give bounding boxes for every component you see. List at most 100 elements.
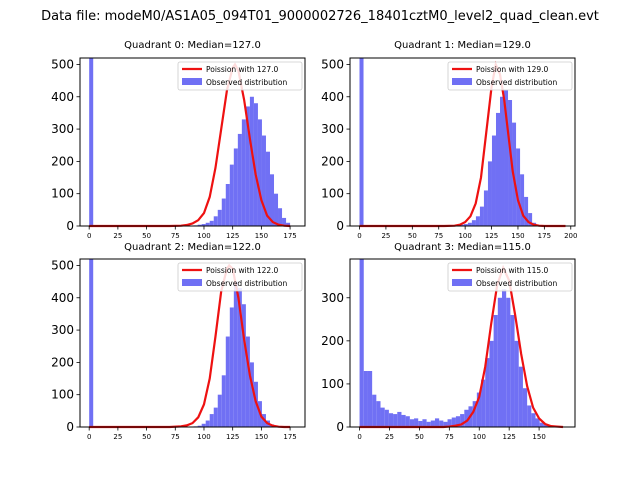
x-tick-label: 75 [171, 232, 180, 240]
legend-hist-swatch [182, 78, 202, 85]
histogram-bar [514, 340, 519, 427]
figure-title: Data file: modeM0/AS1A05_094T01_90000027… [41, 9, 599, 24]
x-tick-label: 100 [458, 232, 471, 240]
histogram-bar [359, 259, 364, 427]
x-tick-label: 150 [511, 232, 524, 240]
x-tick-label: 0 [357, 433, 361, 441]
x-tick-label: 175 [283, 433, 296, 441]
histogram-bar [527, 405, 532, 427]
histogram-bar [464, 409, 469, 427]
histogram-bar [278, 208, 283, 226]
y-tick-label: 100 [51, 187, 74, 201]
x-tick-label: 75 [171, 433, 180, 441]
histogram-bar [201, 423, 206, 427]
quadrant-1-panel: Quadrant 1: Median=129.0 0 25 50 75 100 125 15… [321, 40, 577, 240]
histogram-bar [245, 336, 250, 427]
histogram-bar [443, 421, 448, 427]
legend-curve-label: Poission with 122.0 [206, 266, 279, 275]
histogram-bar [233, 281, 238, 427]
histogram-bar [237, 288, 242, 427]
legend-hist-label: Observed distribution [476, 279, 557, 288]
histogram-bar [225, 184, 230, 226]
histogram-bar [233, 148, 238, 226]
quadrant-0-legend: Poission with 127.0 Observed distributio… [177, 61, 303, 91]
legend-hist-label: Observed distribution [206, 279, 287, 288]
quadrant-3-poisson-curve [359, 264, 564, 429]
quadrant-1-axes-frame [349, 57, 576, 227]
y-tick-label: 300 [51, 323, 74, 337]
histogram-bar [422, 419, 427, 427]
x-tick-label: 50 [415, 433, 424, 441]
x-tick-label: 125 [485, 232, 498, 240]
histogram-bar [405, 416, 410, 427]
histogram-bar [282, 217, 287, 226]
histogram-bar [380, 407, 385, 427]
legend-hist-swatch [182, 279, 202, 286]
histogram-bar [506, 297, 511, 427]
x-tick-label: 25 [113, 232, 122, 240]
histogram-bar [217, 209, 222, 226]
y-tick-label: 200 [321, 154, 344, 168]
y-tick-label: 200 [51, 355, 74, 369]
histogram-bar [265, 151, 270, 226]
y-tick-label: 400 [51, 291, 74, 305]
histogram-bar [487, 161, 492, 226]
x-tick-label: 0 [87, 433, 91, 441]
histogram-bar [269, 174, 275, 226]
y-tick-label: 300 [321, 291, 344, 305]
y-tick-label: 200 [51, 154, 74, 168]
histogram-bar [479, 206, 484, 226]
x-tick-label: 50 [142, 433, 151, 441]
x-tick-label: 50 [408, 232, 417, 240]
histogram-bar [447, 419, 452, 427]
y-tick-label: 500 [51, 258, 74, 272]
x-tick-label: 25 [381, 232, 390, 240]
x-tick-label: 25 [385, 433, 394, 441]
legend-hist-swatch [452, 279, 472, 286]
histogram-bar [237, 133, 242, 226]
histogram-bar [229, 307, 234, 427]
x-tick-label: 200 [564, 232, 577, 240]
histogram-bar [495, 112, 500, 226]
legend-curve-label: Poission with 129.0 [476, 65, 549, 74]
x-tick-label: 100 [197, 232, 210, 240]
y-tick-label: 0 [66, 420, 74, 434]
histogram-bar [508, 100, 513, 226]
quadrant-1-legend: Poission with 129.0 Observed distributio… [447, 61, 573, 91]
legend-curve-label: Poission with 127.0 [206, 65, 279, 74]
y-tick-label: 0 [336, 420, 344, 434]
histogram-bar [249, 96, 254, 227]
histogram-bar [363, 371, 368, 427]
histogram-bar [89, 259, 94, 427]
histogram-bar [253, 103, 258, 226]
histogram-bar [209, 414, 214, 427]
quadrant-3-legend: Poission with 115.0 Observed distributio… [447, 262, 573, 292]
histogram-bar [197, 224, 202, 226]
histogram-bar [213, 407, 218, 427]
histogram-bar [539, 422, 544, 427]
histogram-bar [471, 220, 476, 226]
histogram-bar [401, 414, 406, 427]
histogram-bar [524, 196, 529, 226]
x-tick-label: 25 [113, 433, 122, 441]
histogram-bar [241, 119, 246, 226]
histogram-bar [384, 409, 389, 427]
x-tick-label: 125 [226, 433, 239, 441]
quadrant-3-panel: Quadrant 3: Median=115.0 0 25 50 75 100 125 15… [321, 242, 576, 441]
histogram-bar [510, 315, 515, 427]
quadrant-1-title: Quadrant 1: Median=129.0 [394, 40, 531, 51]
y-tick-label: 200 [321, 334, 344, 348]
histogram-bar [221, 198, 226, 226]
histogram-bar [493, 315, 498, 427]
histogram-bar [245, 106, 250, 226]
quadrant-2-axes-frame [79, 258, 306, 428]
histogram-bar [376, 401, 381, 427]
histogram-bar [286, 222, 291, 226]
x-tick-label: 100 [473, 433, 486, 441]
histogram-bar [359, 58, 364, 226]
histogram-bar [528, 213, 533, 226]
histogram-bar [500, 96, 505, 227]
histogram-bar [434, 418, 440, 427]
histogram-bar [225, 336, 230, 427]
histogram-bar [516, 148, 521, 226]
